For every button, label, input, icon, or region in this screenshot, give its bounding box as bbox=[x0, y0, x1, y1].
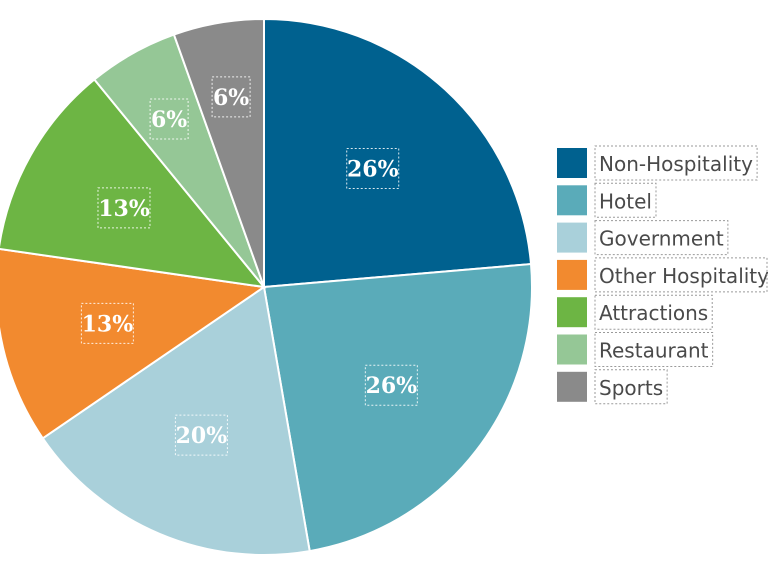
legend-swatch-0 bbox=[557, 148, 587, 178]
legend-swatch-4 bbox=[557, 297, 587, 328]
slice-label-box-2 bbox=[174, 414, 228, 456]
slice-label-1: 26% bbox=[366, 373, 418, 399]
legend-swatch-6 bbox=[557, 371, 587, 402]
pie-slice-4 bbox=[0, 78, 267, 289]
pie-slices bbox=[0, 17, 533, 556]
pie-slice-0 bbox=[263, 17, 533, 289]
slice-label-2: 20% bbox=[176, 423, 228, 449]
legend-label-1: Hotel bbox=[599, 189, 652, 213]
legend-swatch-5 bbox=[557, 334, 587, 365]
slice-label-0: 26% bbox=[347, 157, 399, 183]
pie-slice-1 bbox=[262, 262, 533, 553]
legend-swatch-3 bbox=[557, 259, 587, 290]
slice-label-box-4 bbox=[97, 187, 151, 229]
legend: Non-Hospitality Hotel Government Other Hosp… bbox=[557, 145, 768, 405]
legend-label-box-4 bbox=[594, 294, 713, 330]
legend-label-5: Restaurant bbox=[599, 339, 709, 363]
legend-swatch-1 bbox=[557, 185, 587, 216]
slice-label-6: 6% bbox=[213, 85, 249, 111]
legend-label-box-0 bbox=[594, 145, 758, 181]
slice-label-box-3 bbox=[80, 302, 134, 344]
slice-label-box-0 bbox=[346, 148, 400, 190]
slice-label-3: 13% bbox=[82, 311, 134, 337]
legend-label-6: Sports bbox=[599, 376, 663, 400]
legend-label-3: Other Hospitality bbox=[599, 264, 768, 288]
legend-label-box-6 bbox=[594, 369, 668, 405]
legend-label-box-2 bbox=[594, 220, 729, 256]
slice-label-box-1 bbox=[364, 364, 418, 406]
legend-label-box-3 bbox=[594, 257, 768, 293]
pie-slice-2 bbox=[41, 285, 311, 556]
legend-label-box-1 bbox=[594, 182, 657, 218]
legend-label-0: Non-Hospitality bbox=[599, 152, 753, 176]
pie-slice-6 bbox=[172, 17, 265, 288]
legend-label-4: Attractions bbox=[599, 301, 708, 325]
slice-label-box-5 bbox=[149, 98, 189, 140]
slice-labels: 26% 26% 20% 13% 13% 6% 6% bbox=[80, 76, 418, 456]
slice-label-4: 13% bbox=[98, 196, 150, 222]
legend-swatch-2 bbox=[557, 222, 587, 253]
slice-label-5: 6% bbox=[151, 107, 187, 133]
legend-label-2: Government bbox=[599, 227, 724, 251]
slice-label-box-6 bbox=[211, 76, 251, 118]
